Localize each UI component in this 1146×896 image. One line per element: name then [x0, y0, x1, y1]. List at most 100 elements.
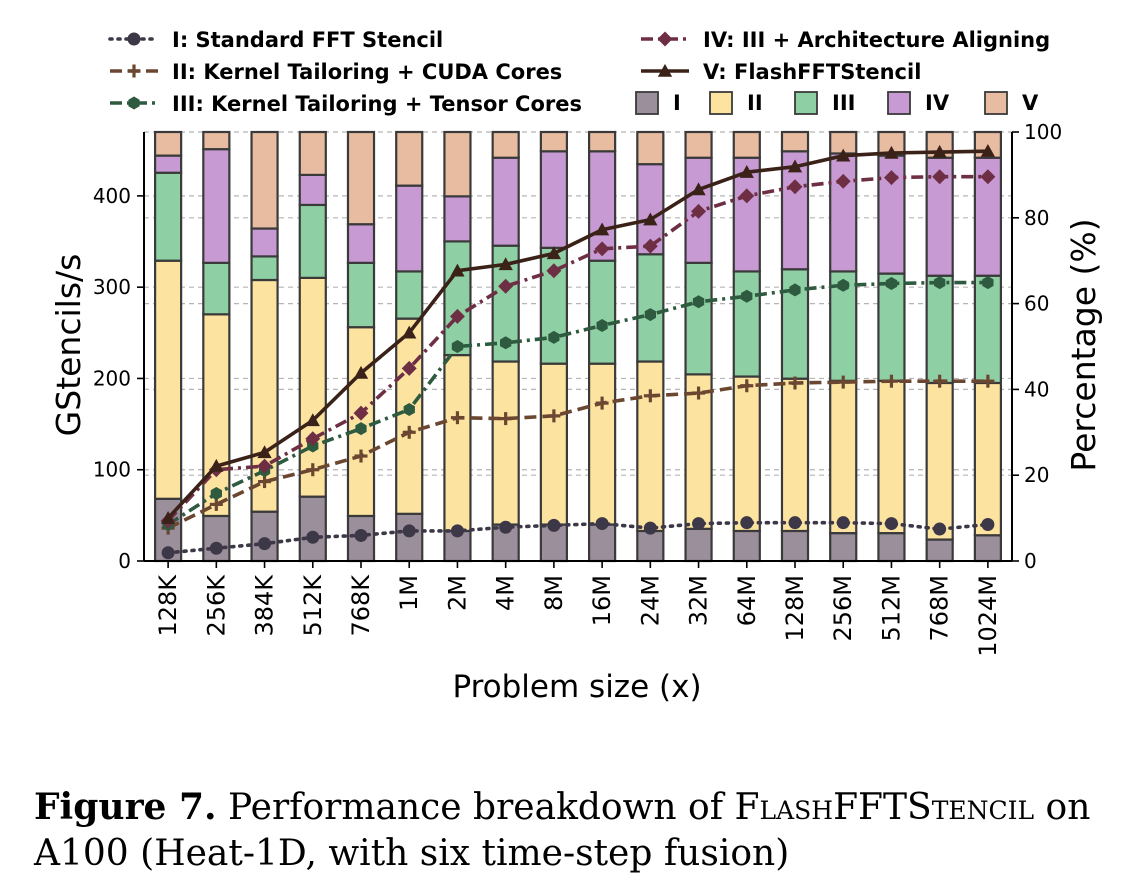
legend-entry-series-1: I: Standard FFT Stencil [108, 28, 443, 52]
legend-entry-series-2: II: Kernel Tailoring + CUDA Cores [110, 60, 562, 84]
marker-circle [740, 516, 754, 530]
figure-caption: Figure 7. Performance breakdown of Flash… [34, 784, 1134, 877]
marker-circle [402, 524, 416, 538]
bar-segment-V [539, 130, 569, 153]
legend-label: II: Kernel Tailoring + CUDA Cores [172, 60, 562, 84]
series-3 [162, 276, 994, 531]
marker-plus [788, 376, 802, 390]
marker-circle [981, 517, 995, 531]
bar-segment-IV [539, 150, 569, 249]
y2-tick-label: 60 [1024, 292, 1049, 316]
marker-plus [692, 386, 706, 400]
bar-segment-V [636, 130, 665, 166]
legend-label: IV [925, 91, 950, 115]
bar-segment-V [587, 130, 617, 153]
marker-triangle [594, 222, 610, 236]
bar-segment-I [395, 512, 424, 563]
marker-circle [836, 516, 850, 530]
bar-segment-II [587, 362, 617, 526]
marker-diamond [787, 179, 803, 195]
x-tick-label: 24M [636, 575, 664, 626]
y2-axis-title: Percentage (%) [1064, 218, 1103, 471]
marker-triangle [739, 165, 754, 178]
bar-segment-II [877, 379, 906, 535]
marker-hexagon [596, 319, 608, 332]
x-tick-label: 128K [154, 574, 182, 637]
x-tick-label: 512M [877, 575, 905, 642]
bar-segment-V [395, 130, 424, 187]
marker-triangle [787, 159, 803, 173]
marker-triangle [402, 325, 417, 339]
legend-swatch [709, 91, 733, 115]
marker-circle [161, 546, 175, 560]
bar-segment-II [636, 360, 665, 533]
marker-diamond [883, 170, 899, 186]
x-tick-label: 1M [395, 575, 423, 611]
bar-segment-IV [250, 227, 279, 258]
bar-segment-IV [153, 154, 183, 174]
x-tick-label: 384K [251, 574, 279, 637]
y-tick-label: 300 [93, 275, 131, 299]
legend-label: I [673, 91, 681, 115]
bar-segment-IV [346, 223, 376, 264]
marker-triangle [657, 63, 673, 77]
bar-segment-III [346, 261, 376, 329]
marker-triangle [546, 246, 562, 260]
marker-plus [258, 475, 272, 489]
stacked-bars [153, 130, 1003, 563]
bar-segment-V [153, 130, 183, 157]
bar-segment-II [443, 353, 472, 533]
marker-hexagon [837, 278, 849, 292]
legend-label: I: Standard FFT Stencil [172, 28, 443, 52]
marker-plus [127, 64, 141, 78]
y2-tick-label: 100 [1024, 120, 1062, 144]
marker-hexagon [741, 289, 753, 303]
bar-segment-I [829, 532, 858, 563]
x-tick-label: 2M [443, 575, 471, 611]
marker-plus [450, 411, 464, 425]
marker-hexagon [500, 336, 512, 350]
marker-circle [884, 517, 898, 531]
bar-segment-III [877, 272, 906, 382]
marker-circle [258, 537, 272, 551]
bar-segment-III [925, 274, 954, 385]
legend-swatch [984, 91, 1008, 115]
legend-entry-bar-I: I [635, 91, 681, 115]
caption-text-after: on A100 (Heat-1D, with six time-step fus… [34, 787, 1091, 874]
marker-hexagon [982, 276, 994, 290]
marker-triangle [932, 144, 947, 158]
marker-diamond [657, 31, 673, 47]
bar-segment-II [780, 377, 810, 533]
marker-hexagon [355, 422, 367, 436]
bar-segment-V [250, 130, 279, 230]
marker-circle [788, 516, 802, 530]
legend-label: V: FlashFFTStencil [703, 60, 921, 84]
bar-segment-IV [443, 195, 472, 243]
marker-circle [127, 32, 141, 46]
legend-swatch [635, 91, 659, 115]
bar-segment-III [973, 274, 1003, 385]
bar-segment-II [732, 375, 761, 533]
marker-hexagon [451, 340, 464, 353]
marker-diamond [401, 360, 417, 376]
bar-segment-III [684, 261, 713, 376]
x-tick-label: 16M [588, 575, 616, 626]
bar-segment-II [153, 259, 183, 500]
marker-hexagon [403, 403, 415, 416]
legend-entry-bar-III: III [794, 91, 855, 115]
legend-entry-series-5: V: FlashFFTStencil [641, 60, 921, 84]
marker-circle [209, 541, 223, 555]
marker-diamond [257, 458, 273, 474]
y-axis-title: GStencils/s [49, 254, 88, 437]
x-tick-label: 32M [685, 575, 713, 626]
marker-circle [306, 530, 320, 544]
bar-segment-III [250, 255, 279, 282]
y2-tick-label: 0 [1024, 549, 1037, 573]
bar-segment-IV [298, 173, 327, 207]
series-line [166, 520, 990, 555]
legend-swatch [794, 91, 818, 115]
bar-segment-II [395, 317, 424, 515]
bar-segment-V [491, 130, 520, 159]
y2-tick-label: 40 [1024, 377, 1049, 401]
marker-triangle [450, 263, 465, 277]
